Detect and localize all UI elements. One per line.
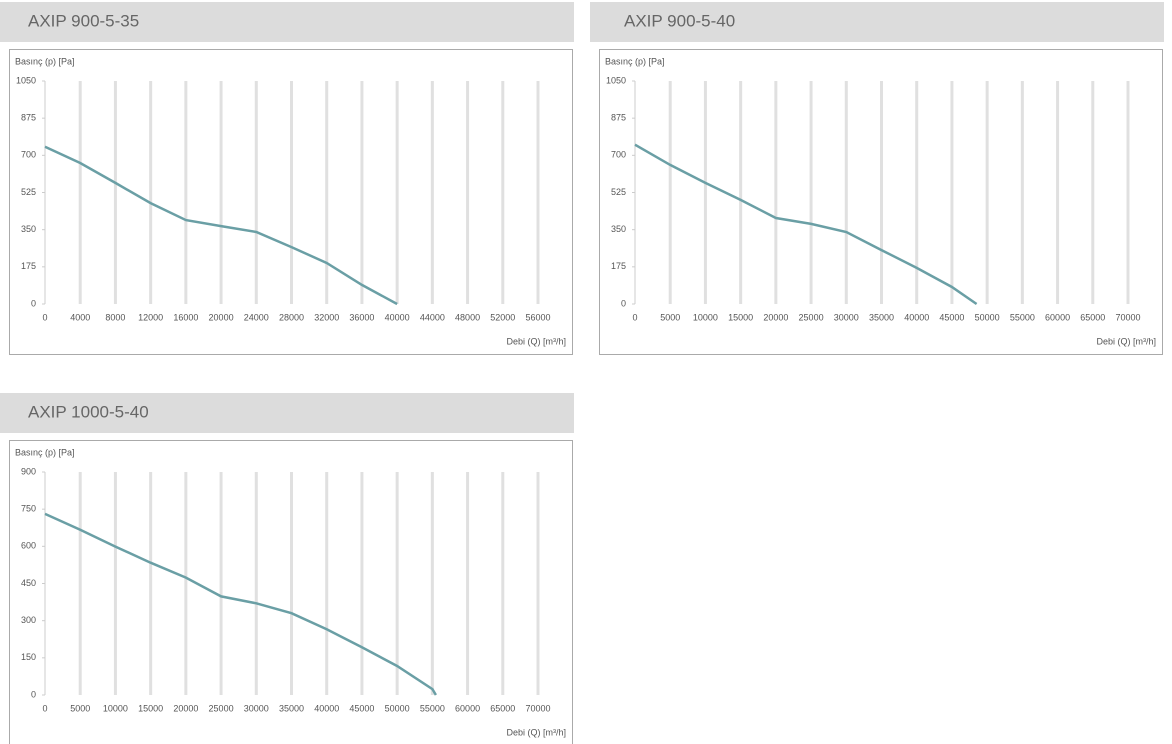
x-tick-label: 10000 xyxy=(103,703,128,713)
x-tick-label: 60000 xyxy=(1045,312,1070,322)
x-tick-label: 50000 xyxy=(975,312,1000,322)
y-tick-label: 900 xyxy=(21,466,36,476)
y-tick-label: 175 xyxy=(611,261,626,271)
x-tick-label: 20000 xyxy=(173,703,198,713)
x-tick-label: 40000 xyxy=(385,312,410,322)
x-tick-label: 25000 xyxy=(799,312,824,322)
y-tick-label: 300 xyxy=(21,615,36,625)
chart-title: AXIP 900-5-35 xyxy=(28,11,139,30)
x-tick-label: 30000 xyxy=(244,703,269,713)
y-axis-label: Basınç (p) [Pa] xyxy=(15,56,75,66)
x-tick-label: 40000 xyxy=(314,703,339,713)
x-tick-label: 56000 xyxy=(525,312,550,322)
x-axis-label: Debi (Q) [m³/h] xyxy=(1096,336,1156,346)
y-tick-label: 1050 xyxy=(606,75,626,85)
x-tick-label: 20000 xyxy=(209,312,234,322)
x-tick-label: 10000 xyxy=(693,312,718,322)
chart-title: AXIP 1000-5-40 xyxy=(28,402,149,421)
y-tick-label: 450 xyxy=(21,578,36,588)
y-tick-label: 350 xyxy=(21,224,36,234)
header-bar xyxy=(0,393,574,433)
y-tick-label: 0 xyxy=(31,298,36,308)
x-axis-label: Debi (Q) [m³/h] xyxy=(506,336,566,346)
x-tick-label: 15000 xyxy=(138,703,163,713)
y-tick-label: 175 xyxy=(21,261,36,271)
y-tick-label: 0 xyxy=(31,689,36,699)
x-tick-label: 12000 xyxy=(138,312,163,322)
x-tick-label: 25000 xyxy=(209,703,234,713)
x-tick-label: 70000 xyxy=(525,703,550,713)
x-tick-label: 55000 xyxy=(1010,312,1035,322)
x-tick-label: 5000 xyxy=(70,703,90,713)
x-tick-label: 20000 xyxy=(763,312,788,322)
y-tick-label: 1050 xyxy=(16,75,36,85)
x-tick-label: 16000 xyxy=(173,312,198,322)
x-tick-label: 4000 xyxy=(70,312,90,322)
x-tick-label: 36000 xyxy=(349,312,374,322)
header-bar xyxy=(0,2,574,42)
x-tick-label: 24000 xyxy=(244,312,269,322)
x-tick-label: 52000 xyxy=(490,312,515,322)
x-tick-label: 0 xyxy=(42,312,47,322)
x-tick-label: 48000 xyxy=(455,312,480,322)
y-tick-label: 525 xyxy=(611,187,626,197)
curve xyxy=(44,145,398,306)
x-tick-label: 0 xyxy=(632,312,637,322)
y-tick-label: 875 xyxy=(21,113,36,123)
y-tick-label: 750 xyxy=(21,504,36,514)
x-tick-label: 8000 xyxy=(105,312,125,322)
x-tick-label: 45000 xyxy=(349,703,374,713)
curve xyxy=(634,143,978,306)
y-tick-label: 150 xyxy=(21,652,36,662)
y-tick-label: 700 xyxy=(611,150,626,160)
header-bar xyxy=(590,2,1164,42)
x-axis-label: Debi (Q) [m³/h] xyxy=(506,727,566,737)
y-tick-label: 600 xyxy=(21,541,36,551)
y-tick-label: 875 xyxy=(611,113,626,123)
curve xyxy=(44,512,437,696)
x-tick-label: 32000 xyxy=(314,312,339,322)
y-axis-label: Basınç (p) [Pa] xyxy=(605,56,665,66)
x-tick-label: 65000 xyxy=(1080,312,1105,322)
y-tick-label: 0 xyxy=(621,298,626,308)
x-tick-label: 60000 xyxy=(455,703,480,713)
x-tick-label: 30000 xyxy=(834,312,859,322)
x-tick-label: 70000 xyxy=(1115,312,1140,322)
x-tick-label: 35000 xyxy=(279,703,304,713)
x-tick-label: 35000 xyxy=(869,312,894,322)
chart-title: AXIP 900-5-40 xyxy=(624,11,735,30)
x-tick-label: 45000 xyxy=(939,312,964,322)
y-tick-label: 350 xyxy=(611,224,626,234)
x-tick-label: 5000 xyxy=(660,312,680,322)
x-tick-label: 40000 xyxy=(904,312,929,322)
x-tick-label: 50000 xyxy=(385,703,410,713)
y-axis-label: Basınç (p) [Pa] xyxy=(15,447,75,457)
y-tick-label: 700 xyxy=(21,150,36,160)
x-tick-label: 44000 xyxy=(420,312,445,322)
x-tick-label: 55000 xyxy=(420,703,445,713)
x-tick-label: 15000 xyxy=(728,312,753,322)
y-tick-label: 525 xyxy=(21,187,36,197)
x-tick-label: 65000 xyxy=(490,703,515,713)
x-tick-label: 28000 xyxy=(279,312,304,322)
x-tick-label: 0 xyxy=(42,703,47,713)
